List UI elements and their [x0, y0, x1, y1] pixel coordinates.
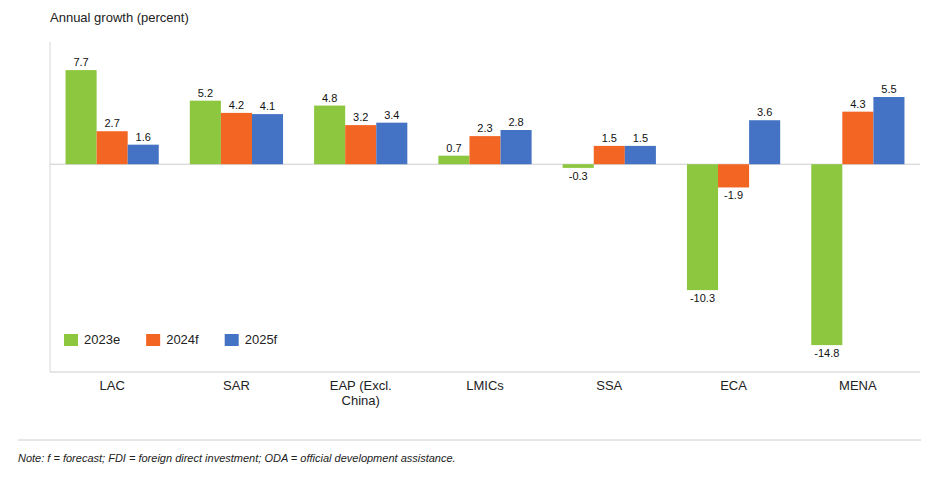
legend-swatch: [225, 334, 239, 346]
y-axis-label: Annual growth (percent): [50, 10, 189, 25]
bar: [811, 164, 842, 345]
x-tick-label: MENA: [839, 378, 877, 393]
data-label: 4.2: [229, 99, 244, 111]
x-tick-label: SSA: [596, 378, 622, 393]
x-axis-line: [50, 372, 920, 373]
x-tick-label: ECA: [720, 378, 747, 393]
bar: [345, 125, 376, 164]
data-label: 4.8: [322, 92, 337, 104]
data-label: 5.5: [881, 83, 896, 95]
separator: [18, 440, 921, 441]
data-label: 3.6: [757, 106, 772, 118]
data-label: 4.1: [260, 100, 275, 112]
bar: [221, 113, 252, 164]
bar: [190, 101, 221, 165]
legend-label: 2024f: [166, 332, 199, 347]
bar: [252, 114, 283, 164]
data-label: 4.3: [850, 98, 865, 110]
bar: [563, 164, 594, 168]
bar: [687, 164, 718, 290]
bar: [718, 164, 749, 187]
data-label: 1.6: [136, 131, 151, 143]
data-label: -1.9: [724, 189, 743, 201]
legend-label: 2025f: [245, 332, 278, 347]
chart: Annual growth (percent) 7.7 5.2 4.8 0.7 -0.3 -…: [0, 0, 939, 484]
bar: [625, 146, 656, 164]
bar: [594, 146, 625, 164]
x-tick-label: SAR: [223, 378, 250, 393]
data-label: 3.2: [353, 111, 368, 123]
data-label: 7.7: [73, 56, 88, 68]
bar: [128, 145, 159, 165]
data-label: 1.5: [602, 132, 617, 144]
legend-swatch: [64, 334, 78, 346]
bar: [66, 70, 97, 164]
x-tick-label: LAC: [99, 378, 124, 393]
bar: [469, 136, 500, 164]
x-tick-label: LMICs: [466, 378, 504, 393]
data-label: 2.3: [477, 122, 492, 134]
bar: [749, 120, 780, 164]
bar: [97, 131, 128, 164]
bar: [873, 97, 904, 164]
data-label: -14.8: [814, 347, 839, 359]
x-tick-labels: LAC SAR EAP (Excl.China) LMICs SSA ECA MENA: [99, 378, 876, 408]
data-labels: 7.7 5.2 4.8 0.7 -0.3 -10.3 -14.8 2.7 4.2 3.2 2.3 1.…: [73, 56, 896, 359]
x-tick-label: EAP (Excl.China): [330, 378, 392, 408]
bars: [66, 70, 905, 345]
data-label: 2.8: [508, 116, 523, 128]
bar: [376, 123, 407, 165]
note: Note: f = forecast; FDI = foreign direct…: [18, 452, 456, 464]
data-label: 3.4: [384, 109, 399, 121]
bar: [438, 156, 469, 165]
bar: [501, 130, 532, 164]
data-label: 0.7: [446, 142, 461, 154]
legend-label: 2023e: [84, 332, 120, 347]
data-label: 1.5: [633, 132, 648, 144]
y-axis-line: [50, 42, 51, 372]
data-label: -0.3: [569, 170, 588, 182]
data-label: 5.2: [198, 87, 213, 99]
data-label: -10.3: [690, 292, 715, 304]
legend-swatch: [146, 334, 160, 346]
bar: [314, 106, 345, 165]
bar: [842, 112, 873, 165]
data-label: 2.7: [104, 117, 119, 129]
legend: 2023e 2024f 2025f: [64, 332, 278, 347]
